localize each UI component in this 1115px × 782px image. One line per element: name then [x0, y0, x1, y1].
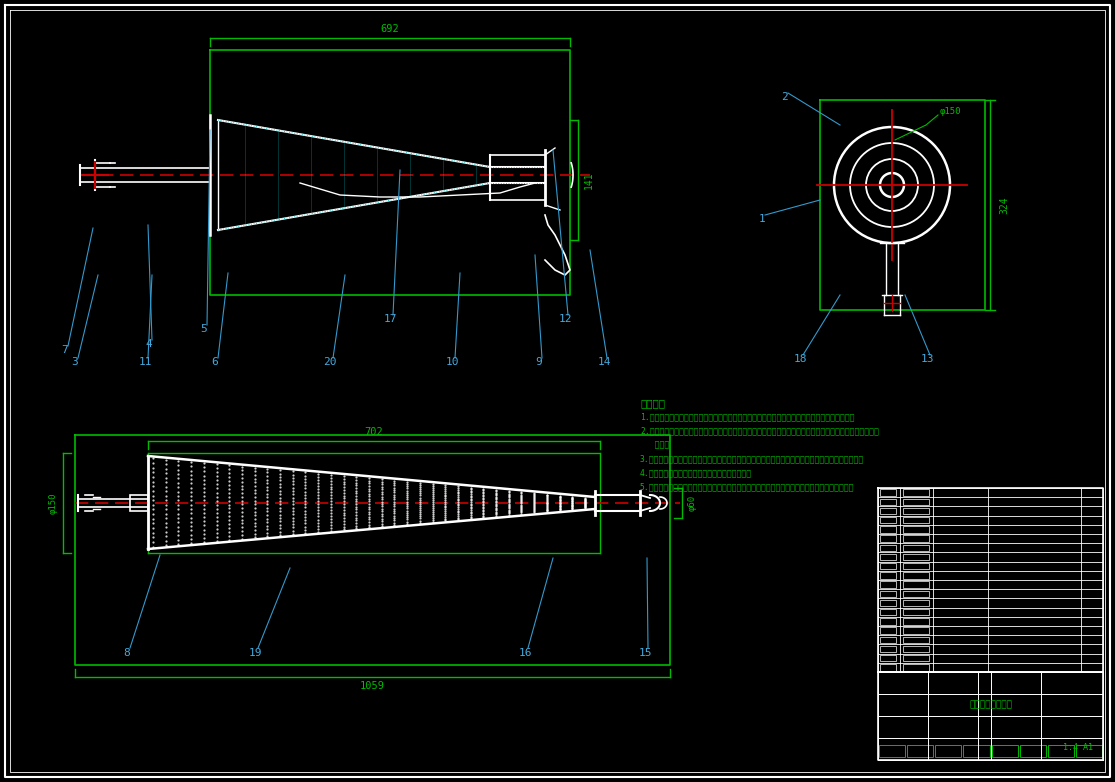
- Text: 1: 1: [758, 214, 765, 224]
- Text: 14: 14: [598, 357, 611, 367]
- Bar: [935, 745, 961, 757]
- Bar: [880, 499, 896, 505]
- Bar: [903, 563, 929, 569]
- Text: φ60: φ60: [688, 495, 697, 511]
- Text: 20: 20: [323, 357, 337, 367]
- Text: 1.购入零配件若干及组件（包括水果袋、木杆件），均应按照标准材料的常规方案进行质量验收。: 1.购入零配件若干及组件（包括水果袋、木杆件），均应按照标准材料的常规方案进行质…: [640, 412, 854, 421]
- Bar: [963, 745, 989, 757]
- Text: 10: 10: [445, 357, 458, 367]
- Text: 多功能水果摘取器: 多功能水果摘取器: [969, 701, 1012, 709]
- Bar: [880, 590, 896, 597]
- Bar: [903, 655, 929, 662]
- Bar: [880, 517, 896, 523]
- Bar: [880, 627, 896, 634]
- Bar: [903, 517, 929, 523]
- Bar: [880, 490, 896, 496]
- Text: 324: 324: [999, 196, 1009, 213]
- Bar: [903, 590, 929, 597]
- Bar: [880, 554, 896, 560]
- Bar: [880, 508, 896, 515]
- Bar: [880, 526, 896, 533]
- Bar: [903, 581, 929, 588]
- Text: 1059: 1059: [360, 681, 385, 691]
- Bar: [1076, 745, 1102, 757]
- Bar: [130, 495, 148, 511]
- Text: 7: 7: [61, 345, 68, 355]
- Text: 692: 692: [380, 24, 399, 34]
- Bar: [908, 745, 933, 757]
- Text: 9: 9: [535, 357, 542, 367]
- Bar: [880, 609, 896, 615]
- Bar: [903, 600, 929, 606]
- Bar: [880, 600, 896, 606]
- Bar: [903, 664, 929, 671]
- Text: φ150: φ150: [940, 107, 961, 117]
- Text: 技术要求: 技术要求: [640, 398, 665, 408]
- Text: 17: 17: [384, 314, 397, 324]
- Text: 3: 3: [71, 357, 78, 367]
- Bar: [903, 627, 929, 634]
- Bar: [903, 609, 929, 615]
- Bar: [903, 646, 929, 652]
- Bar: [903, 536, 929, 542]
- Bar: [903, 554, 929, 560]
- Text: φ150: φ150: [48, 492, 58, 514]
- Text: 2.零件在装配定位后须涂清漆和防腐漆若干道，不得有气泡、飞边、毛刺度、锈蚀、划痕、油污、有色差的缺: 2.零件在装配定位后须涂清漆和防腐漆若干道，不得有气泡、飞边、毛刺度、锈蚀、划痕…: [640, 426, 879, 435]
- Text: 16: 16: [518, 648, 532, 658]
- Text: 11: 11: [138, 357, 152, 367]
- Bar: [880, 572, 896, 579]
- Bar: [880, 637, 896, 643]
- Bar: [1019, 745, 1046, 757]
- Bar: [880, 581, 896, 588]
- Bar: [903, 526, 929, 533]
- Text: 5: 5: [201, 324, 207, 334]
- Bar: [903, 572, 929, 579]
- Text: 5.组件，迎接由迎日答到材，严禁行在使用量不合适的旋紧转矩扳手，发現由迎转运，迎日知地。: 5.组件，迎接由迎日答到材，严禁行在使用量不合适的旋紧转矩扳手，发現由迎转运，迎…: [640, 482, 854, 491]
- Text: 19: 19: [249, 648, 262, 658]
- Text: 13: 13: [920, 354, 933, 364]
- Bar: [880, 536, 896, 542]
- Text: 8: 8: [124, 648, 130, 658]
- Bar: [903, 508, 929, 515]
- Bar: [880, 655, 896, 662]
- Text: 15: 15: [638, 648, 652, 658]
- Bar: [1048, 745, 1074, 757]
- Bar: [903, 499, 929, 505]
- Text: 3.装配螺钉紧固，螺纹孔在攻螺纹配合尺寸时，有足够运动距离应按名义尺寸十系数及后旋转切换角。: 3.装配螺钉紧固，螺纹孔在攻螺纹配合尺寸时，有足够运动距离应按名义尺寸十系数及后…: [640, 454, 864, 463]
- Bar: [903, 619, 929, 625]
- Bar: [880, 664, 896, 671]
- Bar: [880, 619, 896, 625]
- Bar: [903, 544, 929, 551]
- Bar: [880, 563, 896, 569]
- Text: 4: 4: [146, 339, 153, 349]
- Text: 702: 702: [365, 427, 384, 437]
- Bar: [879, 745, 905, 757]
- Text: 1:4 A1: 1:4 A1: [1063, 744, 1093, 752]
- Text: 6: 6: [212, 357, 219, 367]
- Bar: [991, 745, 1018, 757]
- Text: 4.装配过程不允许不文明操作，零、划掉螺纹处。: 4.装配过程不允许不文明操作，零、划掉螺纹处。: [640, 468, 753, 477]
- Text: 12: 12: [559, 314, 572, 324]
- Bar: [903, 637, 929, 643]
- Text: 2: 2: [782, 92, 788, 102]
- Bar: [880, 646, 896, 652]
- Bar: [903, 490, 929, 496]
- Text: 陷等。: 陷等。: [640, 440, 669, 449]
- Text: 18: 18: [793, 354, 807, 364]
- Bar: [880, 544, 896, 551]
- Text: 141: 141: [584, 171, 594, 188]
